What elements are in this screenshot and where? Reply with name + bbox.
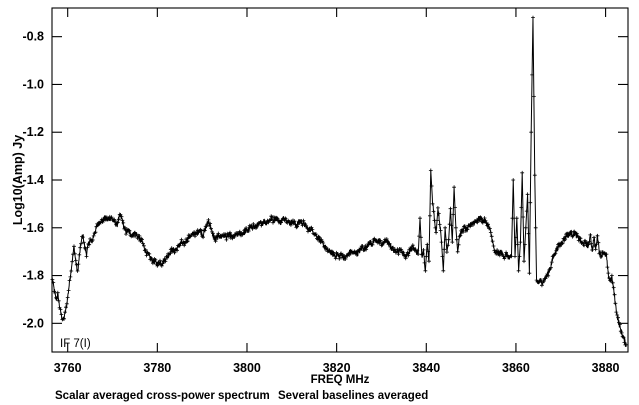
y-tick-label: -1.6 (22, 221, 44, 235)
x-axis-ticks-top (67, 8, 607, 17)
y-axis-tick-labels: -0.8 -1.0 -1.2 -1.4 -1.6 -1.8 -2.0 (22, 30, 44, 331)
x-tick-label: 3880 (592, 361, 620, 375)
y-axis-ticks-left (52, 36, 62, 324)
y-tick-label: -1.2 (22, 125, 44, 139)
x-tick-label: 3780 (143, 361, 171, 375)
x-tick-label: 3820 (323, 361, 351, 375)
y-tick-label: -1.0 (22, 77, 44, 91)
y-tick-label: -1.4 (22, 173, 44, 187)
spectrum-point-markers (50, 15, 629, 347)
x-tick-label: 3760 (54, 361, 82, 375)
y-axis-ticks-right (618, 36, 628, 324)
x-tick-label: 3860 (502, 361, 530, 375)
y-tick-label: -1.8 (22, 269, 44, 283)
point-marker-set (50, 15, 629, 347)
x-axis-title: FREQ MHz (311, 374, 370, 386)
x-axis-ticks-bottom (67, 343, 607, 352)
y-axis-title: Log10(Amp) Jy (11, 135, 25, 225)
x-tick-label: 3800 (233, 361, 261, 375)
caption-left: Scalar averaged cross-power spectrum (55, 390, 270, 402)
caption-right: Several baselines averaged (278, 390, 428, 402)
y-tick-label: -0.8 (22, 30, 44, 44)
data-series-layer (50, 15, 629, 347)
x-tick-label: 3840 (412, 361, 440, 375)
if-label: IF 7(I) (60, 338, 91, 350)
y-tick-label: -2.0 (22, 316, 44, 330)
x-axis-tick-labels: 3760 3780 3800 3820 3840 3860 3880 (54, 361, 620, 375)
